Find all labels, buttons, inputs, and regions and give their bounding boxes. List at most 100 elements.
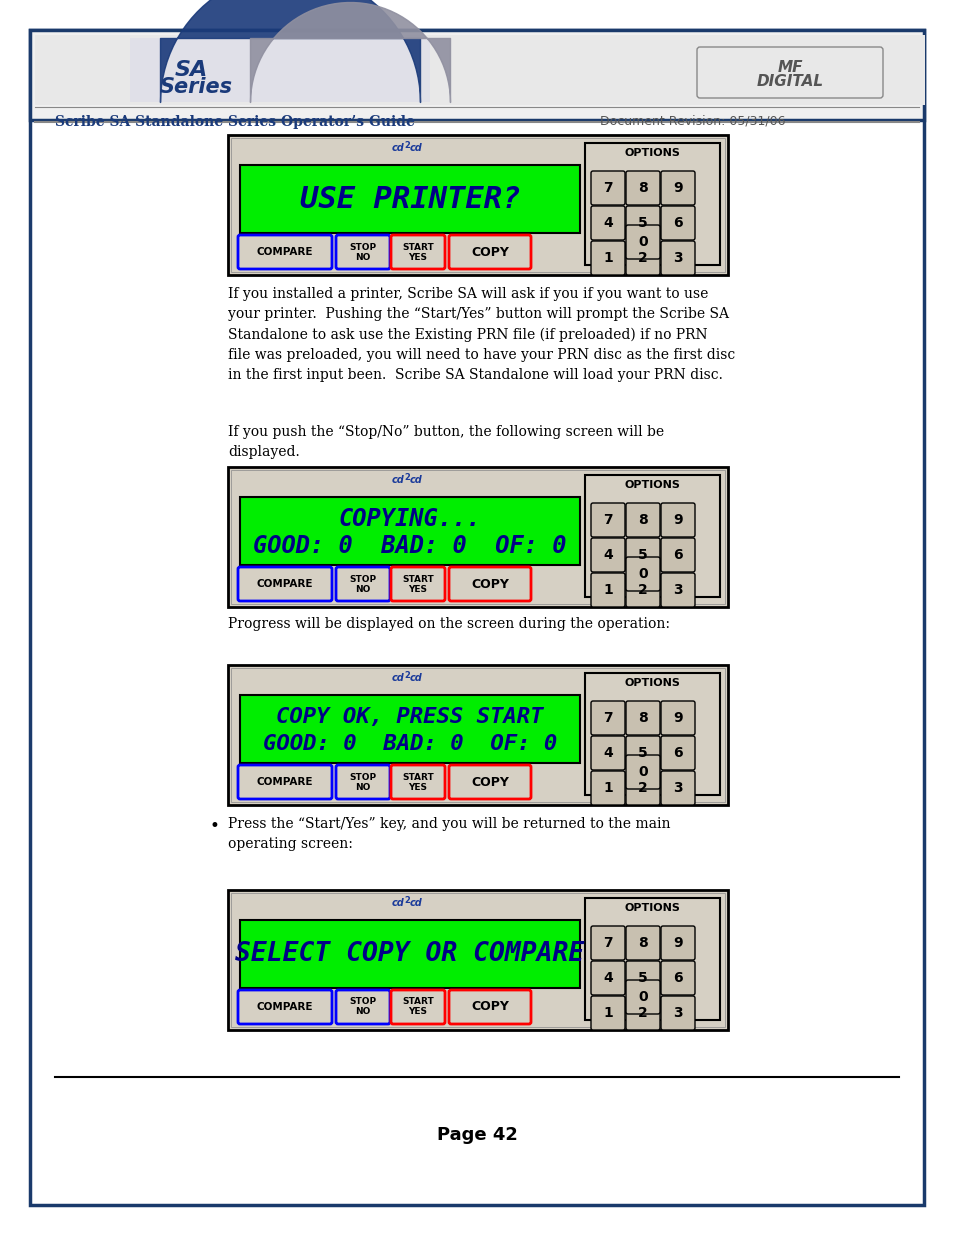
Text: 6: 6 bbox=[673, 216, 682, 230]
Text: YES: YES bbox=[408, 584, 427, 594]
FancyBboxPatch shape bbox=[335, 235, 390, 269]
FancyBboxPatch shape bbox=[625, 755, 659, 789]
Text: Press the “Start/Yes” key, and you will be returned to the main
operating screen: Press the “Start/Yes” key, and you will … bbox=[228, 818, 670, 851]
Text: STOP: STOP bbox=[349, 998, 376, 1007]
Text: 6: 6 bbox=[673, 548, 682, 562]
FancyBboxPatch shape bbox=[237, 764, 332, 799]
Text: 5: 5 bbox=[638, 216, 647, 230]
Text: •: • bbox=[210, 818, 219, 835]
Text: 6: 6 bbox=[673, 746, 682, 760]
FancyBboxPatch shape bbox=[625, 225, 659, 259]
Text: 2: 2 bbox=[638, 583, 647, 597]
FancyBboxPatch shape bbox=[391, 235, 444, 269]
FancyBboxPatch shape bbox=[590, 926, 624, 960]
Text: 2: 2 bbox=[403, 141, 410, 149]
FancyBboxPatch shape bbox=[625, 771, 659, 805]
FancyBboxPatch shape bbox=[590, 771, 624, 805]
FancyBboxPatch shape bbox=[625, 995, 659, 1030]
FancyBboxPatch shape bbox=[625, 701, 659, 735]
Text: 7: 7 bbox=[602, 936, 612, 950]
Text: COMPARE: COMPARE bbox=[256, 247, 313, 257]
FancyBboxPatch shape bbox=[590, 961, 624, 995]
Text: 3: 3 bbox=[673, 251, 682, 266]
Text: 7: 7 bbox=[602, 513, 612, 527]
Text: Document Revision: 05/31/06: Document Revision: 05/31/06 bbox=[599, 115, 784, 128]
Text: 1: 1 bbox=[602, 251, 612, 266]
Text: 8: 8 bbox=[638, 711, 647, 725]
Bar bbox=[584, 898, 720, 1020]
FancyBboxPatch shape bbox=[449, 567, 531, 601]
Text: cd: cd bbox=[410, 475, 422, 485]
Text: GOOD: 0  BAD: 0  OF: 0: GOOD: 0 BAD: 0 OF: 0 bbox=[263, 734, 557, 753]
Bar bbox=[35, 35, 924, 105]
Text: 2: 2 bbox=[638, 781, 647, 795]
Text: NO: NO bbox=[355, 783, 371, 792]
Text: 7: 7 bbox=[602, 182, 612, 195]
Bar bbox=[584, 475, 720, 597]
FancyBboxPatch shape bbox=[625, 981, 659, 1014]
Text: 8: 8 bbox=[638, 513, 647, 527]
FancyBboxPatch shape bbox=[391, 764, 444, 799]
Text: START: START bbox=[402, 998, 434, 1007]
Text: START: START bbox=[402, 574, 434, 583]
Text: COPY: COPY bbox=[471, 578, 508, 590]
Text: COPY: COPY bbox=[471, 246, 508, 258]
FancyBboxPatch shape bbox=[590, 701, 624, 735]
FancyBboxPatch shape bbox=[660, 573, 695, 606]
Text: 8: 8 bbox=[638, 182, 647, 195]
Text: 4: 4 bbox=[602, 746, 612, 760]
Bar bbox=[30, 30, 923, 120]
Bar bbox=[231, 893, 724, 1028]
Text: OPTIONS: OPTIONS bbox=[624, 903, 679, 913]
FancyBboxPatch shape bbox=[660, 701, 695, 735]
Text: NO: NO bbox=[355, 252, 371, 262]
Bar bbox=[240, 165, 579, 233]
FancyBboxPatch shape bbox=[449, 764, 531, 799]
FancyBboxPatch shape bbox=[625, 170, 659, 205]
FancyBboxPatch shape bbox=[237, 567, 332, 601]
FancyBboxPatch shape bbox=[625, 557, 659, 592]
FancyBboxPatch shape bbox=[590, 170, 624, 205]
FancyBboxPatch shape bbox=[590, 206, 624, 240]
Text: cd: cd bbox=[410, 898, 422, 908]
Text: 2: 2 bbox=[638, 1007, 647, 1020]
Text: NO: NO bbox=[355, 584, 371, 594]
Bar bbox=[240, 496, 579, 564]
Text: 9: 9 bbox=[673, 513, 682, 527]
Text: 0: 0 bbox=[638, 990, 647, 1004]
Text: 5: 5 bbox=[638, 971, 647, 986]
Text: YES: YES bbox=[408, 252, 427, 262]
FancyBboxPatch shape bbox=[660, 206, 695, 240]
FancyBboxPatch shape bbox=[237, 990, 332, 1024]
FancyBboxPatch shape bbox=[625, 206, 659, 240]
FancyBboxPatch shape bbox=[335, 567, 390, 601]
Bar bbox=[240, 920, 579, 988]
Text: 1: 1 bbox=[602, 781, 612, 795]
Text: COMPARE: COMPARE bbox=[256, 1002, 313, 1011]
Text: OPTIONS: OPTIONS bbox=[624, 480, 679, 490]
Text: 8: 8 bbox=[638, 936, 647, 950]
Text: If you push the “Stop/No” button, the following screen will be
displayed.: If you push the “Stop/No” button, the fo… bbox=[228, 425, 663, 459]
Text: 4: 4 bbox=[602, 216, 612, 230]
Text: 2: 2 bbox=[403, 473, 410, 482]
Text: NO: NO bbox=[355, 1008, 371, 1016]
Text: 3: 3 bbox=[673, 781, 682, 795]
Text: 4: 4 bbox=[602, 971, 612, 986]
Text: START: START bbox=[402, 773, 434, 782]
Text: 2: 2 bbox=[403, 897, 410, 905]
FancyBboxPatch shape bbox=[391, 990, 444, 1024]
FancyBboxPatch shape bbox=[590, 573, 624, 606]
Bar bbox=[228, 467, 727, 606]
Text: COPYING...: COPYING... bbox=[338, 506, 480, 531]
Bar bbox=[240, 695, 579, 763]
Bar bbox=[228, 664, 727, 805]
Text: USE PRINTER?: USE PRINTER? bbox=[299, 184, 519, 214]
FancyBboxPatch shape bbox=[590, 995, 624, 1030]
Text: 5: 5 bbox=[638, 746, 647, 760]
FancyBboxPatch shape bbox=[625, 503, 659, 537]
Text: If you installed a printer, Scribe SA will ask if you if you want to use
your pr: If you installed a printer, Scribe SA wi… bbox=[228, 287, 735, 382]
FancyBboxPatch shape bbox=[660, 503, 695, 537]
FancyBboxPatch shape bbox=[590, 736, 624, 769]
Bar bbox=[228, 135, 727, 275]
FancyBboxPatch shape bbox=[590, 241, 624, 275]
